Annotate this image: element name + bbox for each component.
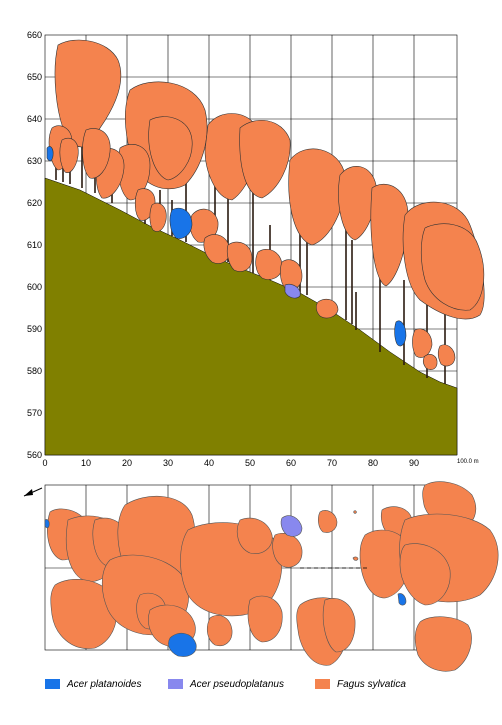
x-tick-label: 90: [409, 458, 419, 468]
x-tick-label: 40: [204, 458, 214, 468]
legend-label: Fagus sylvatica: [337, 678, 406, 690]
legend-label: Acer platanoides: [67, 678, 142, 690]
crown-acer-platanoides: [397, 593, 407, 606]
y-tick-label: 640: [27, 114, 42, 124]
crown-fagus: [414, 616, 472, 672]
tree-crowns-profile: [46, 39, 485, 370]
crown-fagus: [318, 510, 338, 533]
crown-fagus: [50, 579, 117, 649]
y-tick-label: 600: [27, 282, 42, 292]
y-tick-label: 610: [27, 240, 42, 250]
crown-fagus: [422, 354, 438, 370]
crown-fagus: [149, 202, 167, 232]
y-tick-label: 570: [27, 408, 42, 418]
crown-acer-platanoides: [44, 519, 50, 529]
crown-acer-platanoides: [169, 207, 193, 239]
crown-fagus: [203, 234, 231, 264]
crown-fagus: [226, 241, 253, 272]
profile-diagram: 660 650 640 630 620 610 600 590 580 570 …: [27, 30, 485, 468]
y-tick-label: 560: [27, 450, 42, 460]
legend-label: Acer pseudoplatanus: [190, 678, 284, 690]
y-tick-label: 580: [27, 366, 42, 376]
crown-fagus: [315, 298, 339, 319]
crown-fagus: [255, 248, 283, 280]
crown-acer-pseudoplatanus: [280, 515, 303, 537]
y-tick-label: 660: [27, 30, 42, 40]
crown-fagus: [370, 183, 409, 287]
crown-acer-platanoides: [394, 320, 407, 347]
x-tick-label: 80: [368, 458, 378, 468]
legend-swatch: [45, 679, 60, 689]
x-unit-label: 100.0 m: [457, 459, 479, 465]
crown-fagus: [412, 328, 433, 358]
crown-acer-platanoides: [46, 146, 54, 162]
x-tick-label: 70: [327, 458, 337, 468]
legend-swatch: [168, 679, 183, 689]
legend-item: Acer pseudoplatanus: [168, 676, 284, 692]
crown-fagus: [288, 148, 346, 246]
crown-acer-pseudoplatanus: [284, 283, 301, 299]
north-arrow-icon: [23, 487, 43, 497]
crown-fagus: [322, 598, 356, 653]
crown-fagus: [247, 595, 283, 643]
y-tick-label: 620: [27, 198, 42, 208]
profile-y-axis: 660 650 640 630 620 610 600 590 580 570 …: [27, 30, 42, 460]
crown-fagus: [59, 137, 79, 173]
crown-fagus: [239, 120, 291, 199]
legend-item: Acer platanoides: [45, 676, 142, 692]
x-tick-label: 10: [81, 458, 91, 468]
crown-fagus: [206, 615, 233, 647]
crown-fagus: [437, 344, 456, 367]
x-tick-label: 60: [286, 458, 296, 468]
crown-fagus: [352, 556, 359, 561]
crown-fagus: [148, 116, 193, 181]
crown-fagus: [237, 517, 273, 554]
x-tick-label: 0: [42, 458, 47, 468]
crown-fagus: [359, 529, 411, 599]
x-tick-label: 50: [245, 458, 255, 468]
crown-fagus: [338, 166, 377, 241]
legend-item: Fagus sylvatica: [315, 676, 406, 692]
y-tick-label: 650: [27, 72, 42, 82]
legend: Acer platanoides Acer pseudoplatanus Fag…: [0, 672, 502, 696]
y-tick-label: 590: [27, 324, 42, 334]
tree-crowns-plan: [44, 481, 499, 672]
x-tick-label: 30: [163, 458, 173, 468]
crown-fagus: [420, 223, 485, 311]
crown-fagus: [82, 128, 111, 179]
y-tick-label: 630: [27, 156, 42, 166]
crown-fagus: [399, 543, 451, 606]
crown-fagus: [353, 510, 357, 514]
plan-diagram: [23, 481, 499, 672]
legend-swatch: [315, 679, 330, 689]
crown-acer-platanoides: [168, 632, 197, 657]
profile-x-axis: 0 10 20 30 40 50 60 70 80 90 100.0 m: [42, 458, 478, 468]
x-tick-label: 20: [122, 458, 132, 468]
